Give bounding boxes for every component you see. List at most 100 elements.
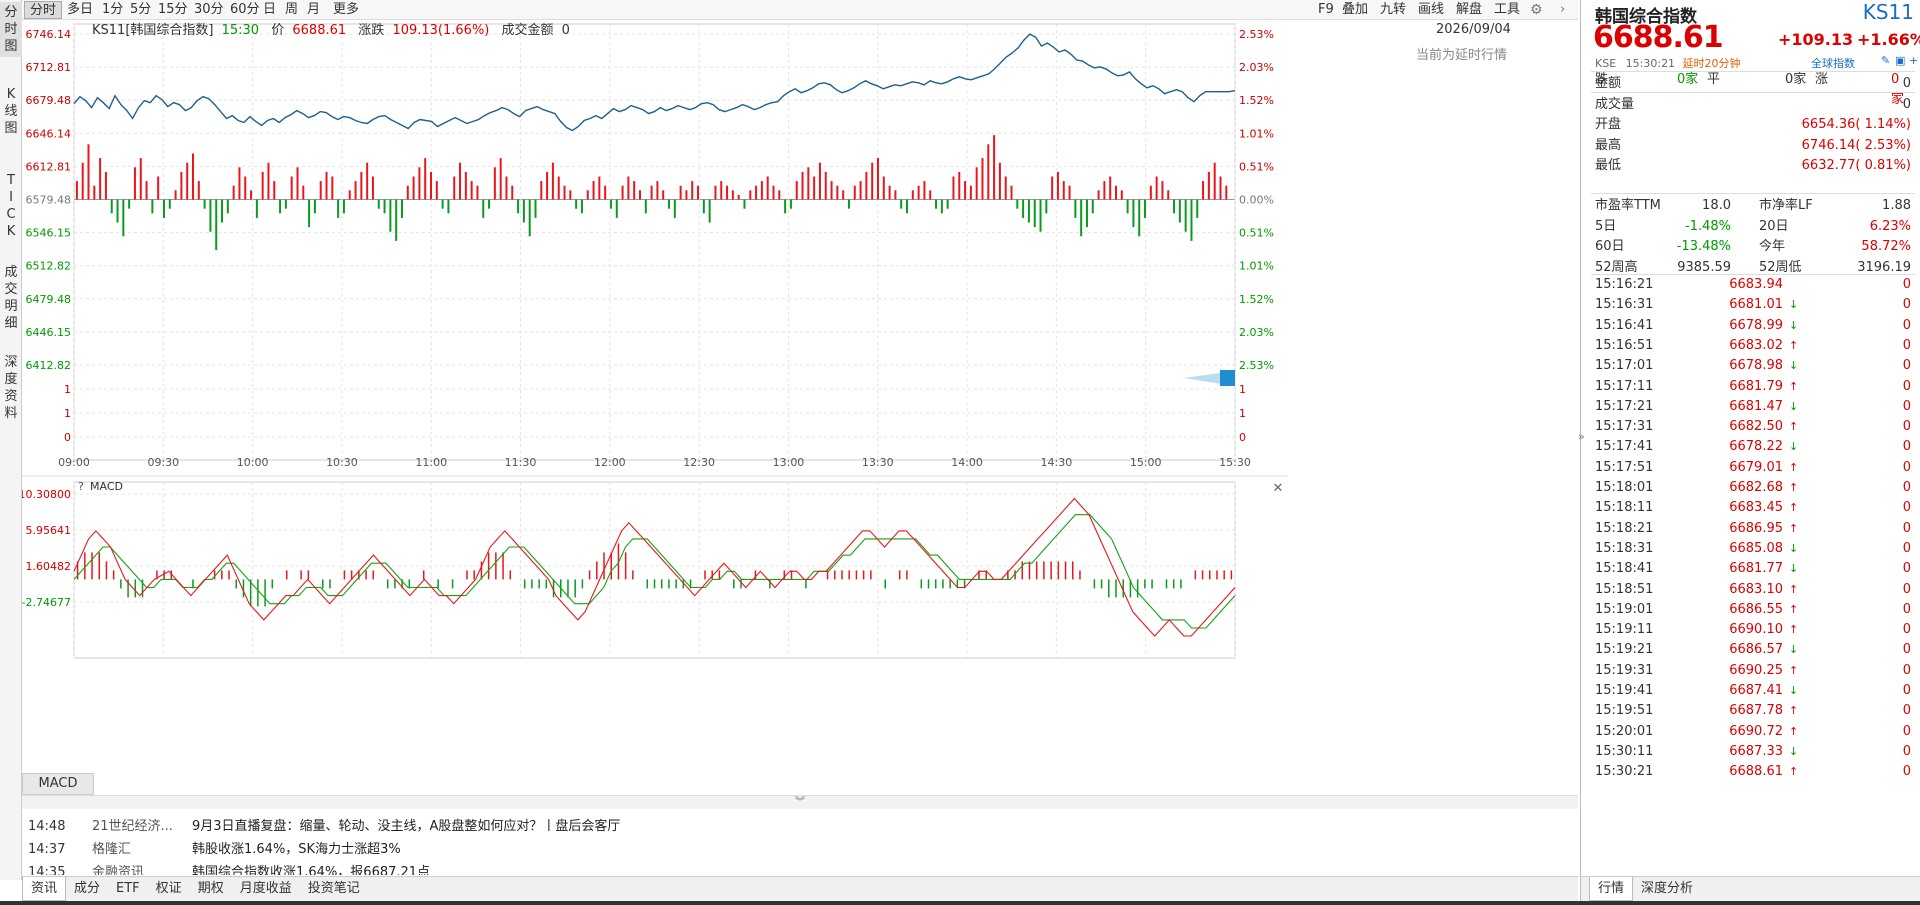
window-icon[interactable]: ▣ xyxy=(1895,54,1906,67)
news-title[interactable]: 韩股收涨1.64%，SK海力士涨超3% xyxy=(192,842,401,857)
tick-price: 6682.68 xyxy=(1729,480,1783,495)
left-tab-char: 图 xyxy=(4,121,18,136)
explain-button[interactable]: 解盘 xyxy=(1456,2,1483,17)
tick-price: 6681.47 xyxy=(1729,398,1783,414)
add-icon[interactable]: + xyxy=(1909,54,1919,67)
tick-volume: 0 xyxy=(1902,378,1911,394)
period-60min[interactable]: 60分 xyxy=(230,2,260,17)
period-15min[interactable]: 15分 xyxy=(158,2,188,17)
news-item[interactable]: 14:37 格隆汇 韩股收涨1.64%，SK海力士涨超3% xyxy=(22,838,1578,861)
bottom-tab-5[interactable]: 月度收益 xyxy=(239,881,292,896)
valuation-value: 9385.59 xyxy=(1677,259,1731,275)
valuation-value: 6.23% xyxy=(1869,218,1911,234)
collapse-panel-icon[interactable]: » xyxy=(1578,430,1585,443)
quote-panel-tab-0[interactable]: 行情 xyxy=(1589,877,1634,901)
tick-row: 15:16:31 6681.01 ↓ 0 xyxy=(1595,295,1911,315)
stat-label: 最高 xyxy=(1595,137,1622,153)
stat-label: 最低 xyxy=(1595,158,1622,173)
chevron-right-icon[interactable]: › xyxy=(1560,2,1566,17)
tick-price: 6683.45 xyxy=(1729,500,1783,516)
macd-dif-line xyxy=(73,497,1236,637)
y-right-tick-label: 1.01% xyxy=(1239,260,1274,273)
period-week[interactable]: 周 xyxy=(285,2,299,17)
arrow-up-icon: ↑ xyxy=(1789,521,1799,535)
news-item[interactable]: 14:48 21世纪经济... 9月3日直播复盘：缩量、轮动、没主线，A股盘整如何应… xyxy=(22,815,1578,838)
period-intraday[interactable]: 分时 xyxy=(24,1,63,19)
stat-pct: ( 0.81%) xyxy=(1855,158,1911,173)
news-title[interactable]: 9月3日直播复盘：缩量、轮动、没主线，A股盘整如何应对？丨盘后会客厅 xyxy=(192,819,621,834)
y-right-tick-label: 0.51% xyxy=(1239,227,1274,240)
left-tab-4[interactable]: 深度资料 xyxy=(0,352,22,424)
period-toolbar: 分时 多日 1分 5分 15分 30分 60分 日 周 月 更多 F9 叠加 九… xyxy=(4,0,1578,20)
tick-price: 6678.98 xyxy=(1729,358,1783,374)
left-tab-0[interactable]: 分时图 xyxy=(0,2,22,57)
f9-button[interactable]: F9 xyxy=(1318,2,1334,17)
period-more[interactable]: 更多 xyxy=(333,2,360,17)
tick-row: 15:16:51 6683.02 ↑ 0 xyxy=(1595,336,1911,356)
volume-tick-label: 0 xyxy=(64,431,71,444)
settings-icon[interactable]: ⚙ xyxy=(1530,2,1543,18)
left-tab-3[interactable]: 成交明细 xyxy=(0,262,22,334)
tick-time: 15:16:21 xyxy=(1595,277,1654,292)
valuation-row: 5日 -1.48% 20日 6.23% xyxy=(1595,217,1911,237)
tick-row: 15:19:51 6687.78 ↑ 0 xyxy=(1595,701,1911,721)
bottom-tab-3[interactable]: 权证 xyxy=(155,881,182,896)
intraday-chart[interactable]: 6746.14 2.53% 6712.81 2.03% 6679.48 1.52% 6646… xyxy=(22,20,1578,773)
tick-row: 15:19:41 6687.41 ↓ 0 xyxy=(1595,681,1911,701)
bottom-tab-bar: 资讯 成分 ETF 权证 期权 月度收益 投资笔记 xyxy=(22,876,1578,901)
arrow-up-icon: ↑ xyxy=(1789,420,1799,434)
panel-resize-handle[interactable]: ︾ xyxy=(22,795,1578,809)
macd-tick-label: -2.74677 xyxy=(22,596,71,609)
bottom-tab-1[interactable]: 成分 xyxy=(74,881,101,896)
period-month[interactable]: 月 xyxy=(307,2,321,17)
overlay-button[interactable]: 叠加 xyxy=(1342,2,1369,17)
tick-volume: 0 xyxy=(1902,581,1911,597)
edit-icon[interactable]: ✎ xyxy=(1881,54,1891,67)
tools-button[interactable]: 工具 xyxy=(1494,2,1521,17)
period-multiday[interactable]: 多日 xyxy=(67,2,94,17)
info-price-label: 价 xyxy=(271,23,285,38)
period-1min[interactable]: 1分 xyxy=(102,2,124,17)
bottom-tab-6[interactable]: 投资笔记 xyxy=(307,881,360,896)
arrow-down-icon: ↓ xyxy=(1789,440,1799,454)
arrow-up-icon: ↑ xyxy=(1789,338,1799,352)
tick-row: 15:17:31 6682.50 ↑ 0 xyxy=(1595,417,1911,437)
arrow-up-icon: ↑ xyxy=(1789,379,1799,393)
period-5min[interactable]: 5分 xyxy=(130,2,152,17)
y-right-tick-label: 2.03% xyxy=(1239,326,1274,339)
tick-time: 15:19:01 xyxy=(1595,601,1654,617)
tick-volume: 0 xyxy=(1902,480,1911,495)
global-index-link[interactable]: 全球指数 xyxy=(1811,57,1855,70)
chevron-left-icon[interactable]: ‹ xyxy=(4,2,10,17)
left-tab-char: 线 xyxy=(4,104,18,119)
left-tab-char: 细 xyxy=(4,316,18,331)
news-item[interactable]: 14:35 金融资讯 韩国综合指数收涨1.64%，报6687.21点 xyxy=(22,861,1578,875)
arrow-down-icon: ↓ xyxy=(1789,684,1799,697)
news-time: 14:37 xyxy=(28,842,66,857)
bottom-tab-2[interactable]: ETF xyxy=(116,881,140,896)
price-line xyxy=(73,33,1236,132)
quote-panel-tab-1[interactable]: 深度分析 xyxy=(1641,881,1694,896)
period-30min[interactable]: 30分 xyxy=(194,2,224,17)
tick-price: 6679.01 xyxy=(1729,459,1783,475)
tick-row: 15:17:11 6681.79 ↑ 0 xyxy=(1595,377,1911,397)
news-title[interactable]: 韩国综合指数收涨1.64%，报6687.21点 xyxy=(192,865,431,875)
close-icon[interactable]: ✕ xyxy=(1273,481,1284,496)
macd-indicator-tab[interactable]: MACD xyxy=(22,773,94,795)
bottom-tab-4[interactable]: 期权 xyxy=(197,881,224,896)
tick-price: 6678.22 xyxy=(1729,439,1783,455)
tick-price: 6690.25 xyxy=(1729,662,1783,678)
tick-time: 15:30:21 xyxy=(1595,764,1654,780)
info-symbol: KS11[韩国综合指数] xyxy=(92,23,214,38)
stat-number: 6632.77 xyxy=(1801,158,1856,173)
period-day[interactable]: 日 xyxy=(263,2,277,17)
x-tick-label: 11:00 xyxy=(415,456,447,469)
valuation-label: 52周高 xyxy=(1595,259,1638,275)
draw-line-button[interactable]: 画线 xyxy=(1418,2,1445,17)
tick-volume: 0 xyxy=(1902,743,1911,759)
nine-turn-button[interactable]: 九转 xyxy=(1380,2,1407,17)
left-tab-char: 深 xyxy=(4,355,18,370)
bottom-tab-0[interactable]: 资讯 xyxy=(22,877,67,901)
